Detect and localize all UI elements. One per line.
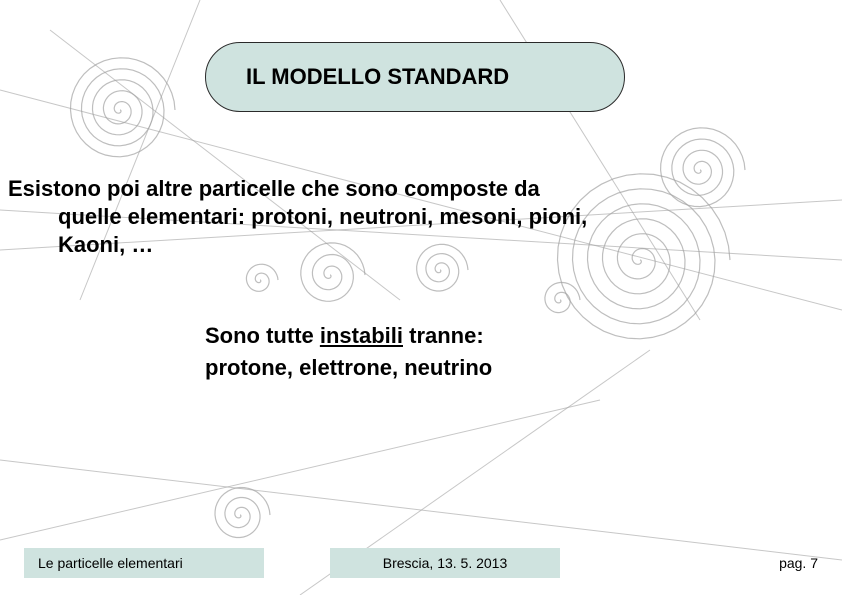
footer-left-text: Le particelle elementari [38,555,183,571]
para1-line1: Esistono poi altre particelle che sono c… [8,176,540,201]
para2-line2: protone, elettrone, neutrino [205,352,765,384]
page-num: 7 [810,555,818,571]
para2-underlined: instabili [320,323,403,348]
paragraph-stable-particles: Sono tutte instabili tranne: protone, el… [205,320,765,384]
page-label: pag. [779,555,810,571]
footer-center-text: Brescia, 13. 5. 2013 [383,555,508,571]
paragraph-composite-particles: Esistono poi altre particelle che sono c… [8,175,788,259]
para2-pre: Sono tutte [205,323,320,348]
title-box: IL MODELLO STANDARD [205,42,625,112]
page-number: pag. 7 [779,555,818,571]
para2-post: tranne: [403,323,484,348]
slide-content: IL MODELLO STANDARD Esistono poi altre p… [0,0,842,595]
slide-footer: Le particelle elementari Brescia, 13. 5.… [0,543,842,583]
para2-line1: Sono tutte instabili tranne: [205,320,765,352]
slide-title: IL MODELLO STANDARD [246,64,509,90]
para1-line3: Kaoni, … [8,231,788,259]
footer-left-bar: Le particelle elementari [24,548,264,578]
footer-center-bar: Brescia, 13. 5. 2013 [330,548,560,578]
para1-line2: quelle elementari: protoni, neutroni, me… [8,203,788,231]
